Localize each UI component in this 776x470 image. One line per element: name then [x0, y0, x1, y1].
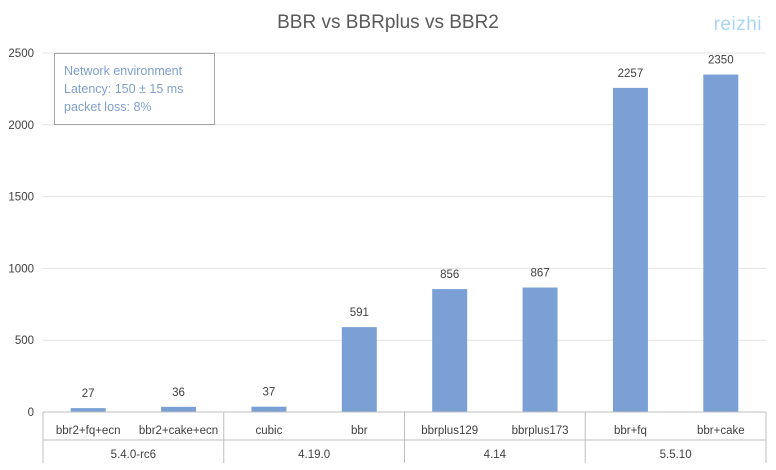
data-label: 867 — [530, 267, 549, 279]
x-group-label: 5.5.10 — [660, 449, 692, 461]
y-tick-label: 0 — [28, 407, 34, 419]
y-tick-label: 2500 — [8, 48, 34, 60]
y-tick-label: 1000 — [8, 263, 34, 275]
annotation-line-latency: Latency: 150 ± 15 ms — [64, 82, 184, 96]
y-tick-label: 2000 — [8, 120, 34, 132]
x-group-label: 4.14 — [484, 449, 507, 461]
bars — [70, 74, 739, 412]
x-group-label: 5.4.0-rc6 — [111, 449, 156, 461]
bar-bbrplus173 — [522, 287, 558, 412]
x-tick-label: bbr+fq — [614, 425, 647, 437]
x-tick-label: bbr2+cake+ecn — [139, 425, 218, 437]
annotation-box: Network environment Latency: 150 ± 15 ms… — [54, 53, 215, 125]
watermark: reizhi — [713, 14, 762, 35]
data-label: 856 — [440, 269, 459, 281]
x-tick-label: bbr — [351, 425, 368, 437]
bar-bbr+fq — [612, 87, 648, 412]
annotation-line-network: Network environment — [64, 64, 183, 78]
bar-bbr+cake — [703, 74, 739, 412]
bar-bbr2+cake+ecn — [161, 406, 197, 412]
axes: 0 500 1000 1500 2000 2500 bbr2+fq+ecn bbr2+cake… — [8, 48, 767, 463]
data-label: 36 — [172, 387, 185, 399]
data-labels: 27 36 37 591 856 867 2257 2350 — [82, 55, 734, 401]
data-label: 27 — [82, 388, 95, 400]
bar-cubic — [251, 406, 287, 412]
data-label: 37 — [263, 387, 276, 399]
data-label: 2257 — [618, 68, 644, 80]
x-tick-label: bbr+cake — [697, 425, 745, 437]
annotation-line-packet-loss: packet loss: 8% — [64, 100, 152, 114]
x-group-label: 4.19.0 — [298, 449, 330, 461]
bar-bbr — [341, 327, 377, 412]
bar-bbr2+fq+ecn — [70, 408, 106, 412]
x-tick-label: bbr2+fq+ecn — [56, 425, 121, 437]
x-tick-label: cubic — [256, 425, 283, 437]
x-tick-label: bbrplus129 — [421, 425, 478, 437]
bar-bbrplus129 — [432, 289, 468, 412]
y-tick-label: 1500 — [8, 192, 34, 204]
data-label: 591 — [350, 307, 369, 319]
x-tick-label: bbrplus173 — [512, 425, 569, 437]
chart-title: BBR vs BBRplus vs BBR2 — [277, 12, 499, 33]
data-label: 2350 — [708, 55, 734, 67]
y-tick-label: 500 — [15, 335, 34, 347]
